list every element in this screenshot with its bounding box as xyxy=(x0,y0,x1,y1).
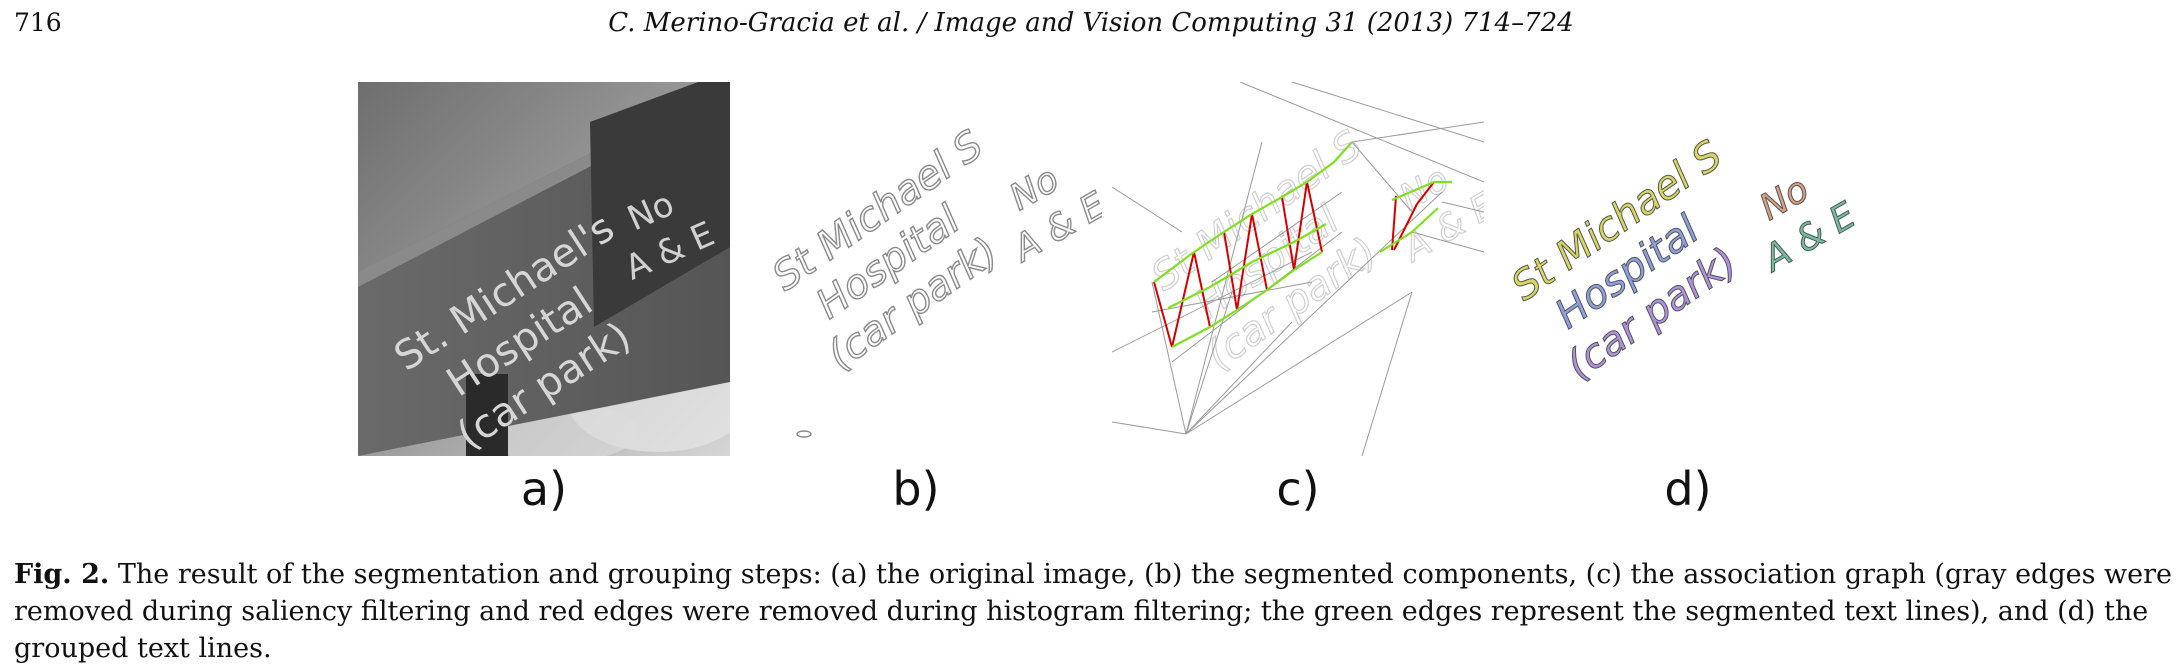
panel-c-association-graph: St Michael S Hospital (car park) No A & … xyxy=(1112,82,1484,456)
running-head: C. Merino-Gracia et al. / Image and Visi… xyxy=(608,8,1574,38)
figure-caption-label: Fig. 2. xyxy=(14,559,110,590)
panel-a-original-image: St. Michael's Hospital (car park) No A &… xyxy=(358,82,730,456)
panel-label-b: b) xyxy=(892,462,940,516)
text-line-edges xyxy=(1153,141,1452,348)
panel-b-segmented-components: St Michael S Hospital (car park) No A & … xyxy=(730,82,1102,456)
figure-caption-text: The result of the segmentation and group… xyxy=(14,559,2173,664)
panel-label-a: a) xyxy=(520,462,568,516)
small-component xyxy=(796,430,812,438)
panel-label-c: c) xyxy=(1276,462,1320,516)
figure-caption: Fig. 2. The result of the segmentation a… xyxy=(14,556,2174,667)
sign-post xyxy=(466,374,508,456)
panel-label-d: d) xyxy=(1664,462,1712,516)
histogram-removed-edges xyxy=(1153,181,1435,348)
panel-d-grouped-text-lines: St Michael S Hospital (car park) No A & … xyxy=(1502,82,1874,456)
page-number: 716 xyxy=(14,8,62,37)
